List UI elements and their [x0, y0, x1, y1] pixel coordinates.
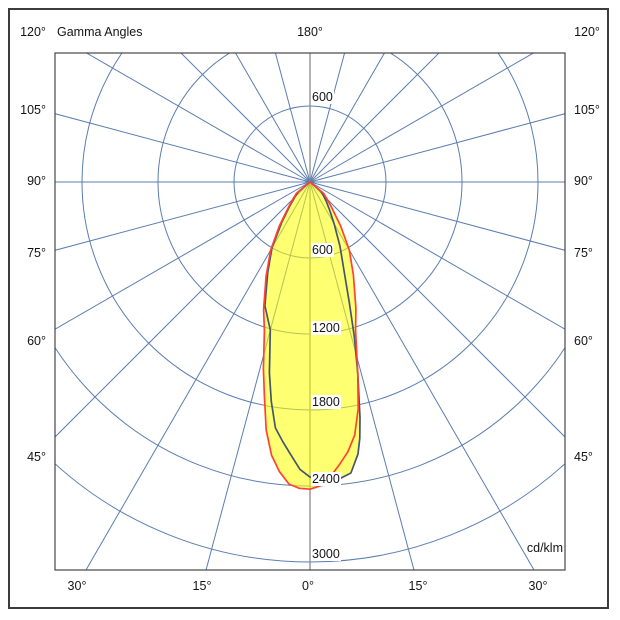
right-angle-label-90: 90°	[574, 174, 593, 188]
red-curve	[262, 181, 360, 491]
radial-label-600-top: 600	[311, 90, 334, 104]
radial-label-3000: 3000	[311, 547, 341, 561]
chart-title: Gamma Angles	[57, 25, 143, 39]
right-angle-label-45: 45°	[574, 450, 593, 464]
radial-label-2400: 2400	[311, 472, 341, 486]
left-angle-label-90: 90°	[27, 174, 46, 188]
left-angle-label-75: 75°	[27, 246, 46, 260]
bottom-angle-label-0: 0°	[302, 579, 314, 593]
right-angle-label-75: 75°	[574, 246, 593, 260]
left-angle-label-45: 45°	[27, 450, 46, 464]
right-angle-label-60: 60°	[574, 334, 593, 348]
plot-border	[54, 52, 566, 571]
bottom-angle-label-15L: 15°	[192, 579, 212, 593]
right-angle-label-105: 105°	[574, 103, 600, 117]
radial-label-1800: 1800	[311, 395, 341, 409]
left-angle-label-105: 105°	[20, 103, 46, 117]
unit-label: cd/klm	[526, 541, 563, 555]
left-angle-label-60: 60°	[27, 334, 46, 348]
radial-label-600: 600	[311, 243, 334, 257]
bottom-angle-label-30R: 30°	[528, 579, 548, 593]
top-left-angle-label: 120°	[20, 25, 46, 39]
bottom-angle-label-30L: 30°	[67, 579, 87, 593]
bottom-angle-label-15R: 15°	[408, 579, 428, 593]
radial-label-1200: 1200	[311, 321, 341, 335]
top-center-angle-label: 180°	[297, 25, 323, 39]
top-right-angle-label: 120°	[574, 25, 600, 39]
